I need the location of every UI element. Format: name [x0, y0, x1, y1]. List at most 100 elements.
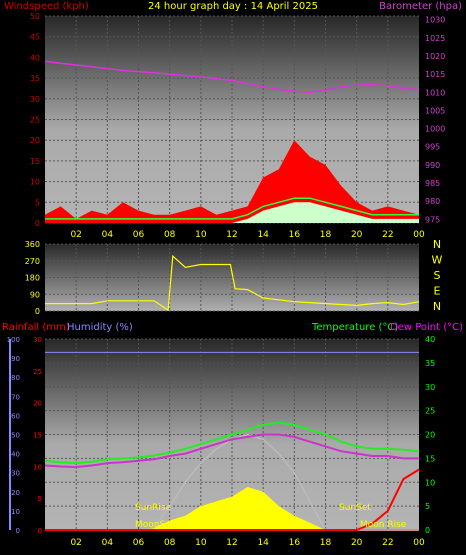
rainfall-axis-label: Rainfall (mm): [2, 322, 70, 333]
x-tick-label: 18: [320, 538, 332, 548]
wind-tick-label: 5: [35, 198, 40, 207]
sunrise-annotation: SunRise: [135, 503, 172, 513]
baro-tick-label: 975: [425, 215, 440, 224]
wind-average-line: [45, 197, 419, 220]
moonrise-annotation: Moon Rise: [360, 520, 407, 530]
baro-tick-label: 1010: [425, 88, 445, 97]
wind-x-ticks: 02 04 06 08 10 12 14 16 18 20 22 00: [70, 230, 425, 240]
baro-axis-ticks: 975 980 985 990 995 1000 1005 1010 1015 1020 1025 1…: [425, 16, 445, 225]
temperature-line: [44, 421, 420, 465]
humidity-tick-label: 30: [11, 470, 20, 478]
rain-tick-label: 10: [33, 463, 42, 471]
x-tick-label: 00: [413, 230, 425, 240]
humidity-tick-label: 80: [11, 374, 20, 382]
x-tick-label: 16: [289, 538, 301, 548]
x-tick-label: 18: [320, 230, 332, 240]
wind-axis-ticks: 0 5 10 15 20 25 30 35 40 45 50: [30, 12, 40, 228]
direction-axis-ticks: 0 90 180 270 360: [25, 240, 40, 316]
rain-tick-label: 5: [38, 495, 42, 503]
temp-tick-label: 15: [425, 454, 435, 463]
temp-tick-label: 35: [425, 359, 435, 368]
wind-tick-label: 45: [30, 33, 40, 42]
direction-tick-label: 90: [30, 290, 40, 299]
wind-baro-panel: Windspeed (kph) 24 hour graph day : 14 A…: [4, 1, 462, 240]
compass-label: W: [432, 254, 443, 267]
direction-tick-label: 360: [25, 240, 40, 249]
temperature-axis-label: Temperature (°C): [311, 322, 398, 333]
humidity-tick-label: 90: [11, 355, 20, 363]
rain-axis-ticks: 0 5 10 15 20 25 30: [33, 336, 42, 535]
x-tick-label: 16: [289, 230, 301, 240]
wind-tick-label: 0: [35, 219, 40, 228]
x-tick-label: 08: [164, 538, 176, 548]
rainfall-line: [45, 468, 420, 531]
x-tick-label: 06: [133, 538, 145, 548]
wind-tick-label: 25: [30, 116, 40, 125]
wind-tick-label: 10: [30, 178, 40, 187]
direction-tick-label: 270: [25, 257, 40, 266]
x-tick-label: 00: [413, 538, 425, 548]
sunset-annotation: SunSet: [339, 503, 371, 513]
x-tick-label: 10: [195, 538, 207, 548]
rain-tick-label: 20: [33, 400, 42, 408]
x-tick-label: 12: [226, 538, 237, 548]
wind-tick-label: 35: [30, 74, 40, 83]
baro-tick-label: 985: [425, 179, 440, 188]
chart-title: 24 hour graph day : 14 April 2025: [148, 1, 318, 12]
compass-label: N: [433, 300, 441, 313]
wind-tick-label: 20: [30, 136, 40, 145]
wind-tick-label: 50: [30, 12, 40, 21]
humidity-axis-label: Humidity (%): [67, 322, 133, 333]
direction-tick-label: 180: [25, 274, 40, 283]
x-tick-label: 02: [70, 230, 81, 240]
x-tick-label: 04: [102, 230, 114, 240]
x-tick-label: 22: [382, 230, 393, 240]
rain-tick-label: 30: [33, 336, 42, 344]
x-tick-label: 04: [102, 538, 114, 548]
x-tick-label: 14: [257, 230, 269, 240]
humidity-tick-label: 50: [11, 432, 20, 440]
dewpoint-axis-label: Dew Point (°C): [390, 322, 463, 333]
barometer-axis-label: Barometer (hpa): [379, 1, 462, 12]
wind-direction-line: [45, 254, 420, 312]
temp-tick-label: 25: [425, 407, 435, 416]
baro-tick-label: 1000: [425, 125, 445, 134]
moonset-annotation: MoonSet: [135, 520, 175, 530]
wind-baro-series: [44, 60, 420, 223]
temp-axis-ticks: 0 5 10 15 20 25 30 35 40: [425, 335, 435, 535]
wind-tick-label: 15: [30, 157, 40, 166]
humidity-tick-label: 60: [11, 412, 20, 420]
temp-tick-label: 5: [425, 502, 430, 511]
compass-label: E: [434, 285, 441, 298]
baro-tick-label: 990: [425, 161, 440, 170]
x-tick-label: 20: [351, 230, 363, 240]
humidity-tick-label: 10: [11, 508, 20, 516]
x-tick-label: 12: [226, 230, 237, 240]
temp-tick-label: 0: [425, 526, 430, 535]
x-tick-label: 02: [70, 538, 81, 548]
humidity-tick-label: 20: [11, 489, 20, 497]
temp-rain-panel: Rainfall (mm) Humidity (%) Temperature (…: [2, 322, 463, 548]
baro-tick-label: 1020: [425, 52, 445, 61]
temp-rain-series: [44, 351, 420, 531]
temp-tick-label: 30: [425, 383, 435, 392]
humidity-tick-label: 40: [11, 451, 20, 459]
temp-tick-label: 20: [425, 431, 435, 440]
compass-label: S: [434, 269, 441, 282]
barometer-line: [44, 60, 420, 94]
x-tick-label: 20: [351, 538, 363, 548]
solar-area: [45, 487, 419, 530]
humidity-tick-label: 100: [7, 336, 20, 344]
temp-x-ticks: 02 04 06 08 10 12 14 16 18 20 22 00: [70, 538, 425, 548]
direction-grid: [45, 243, 419, 312]
baro-tick-label: 980: [425, 197, 440, 206]
baro-tick-label: 1030: [425, 16, 445, 25]
baro-tick-label: 1015: [425, 70, 445, 79]
temp-tick-label: 40: [425, 335, 435, 344]
rain-tick-label: 25: [33, 368, 42, 376]
temp-tick-label: 10: [425, 478, 435, 487]
humidity-axis-ticks: 0 10 20 30 40 50 60 70 80 90 100: [7, 336, 20, 535]
